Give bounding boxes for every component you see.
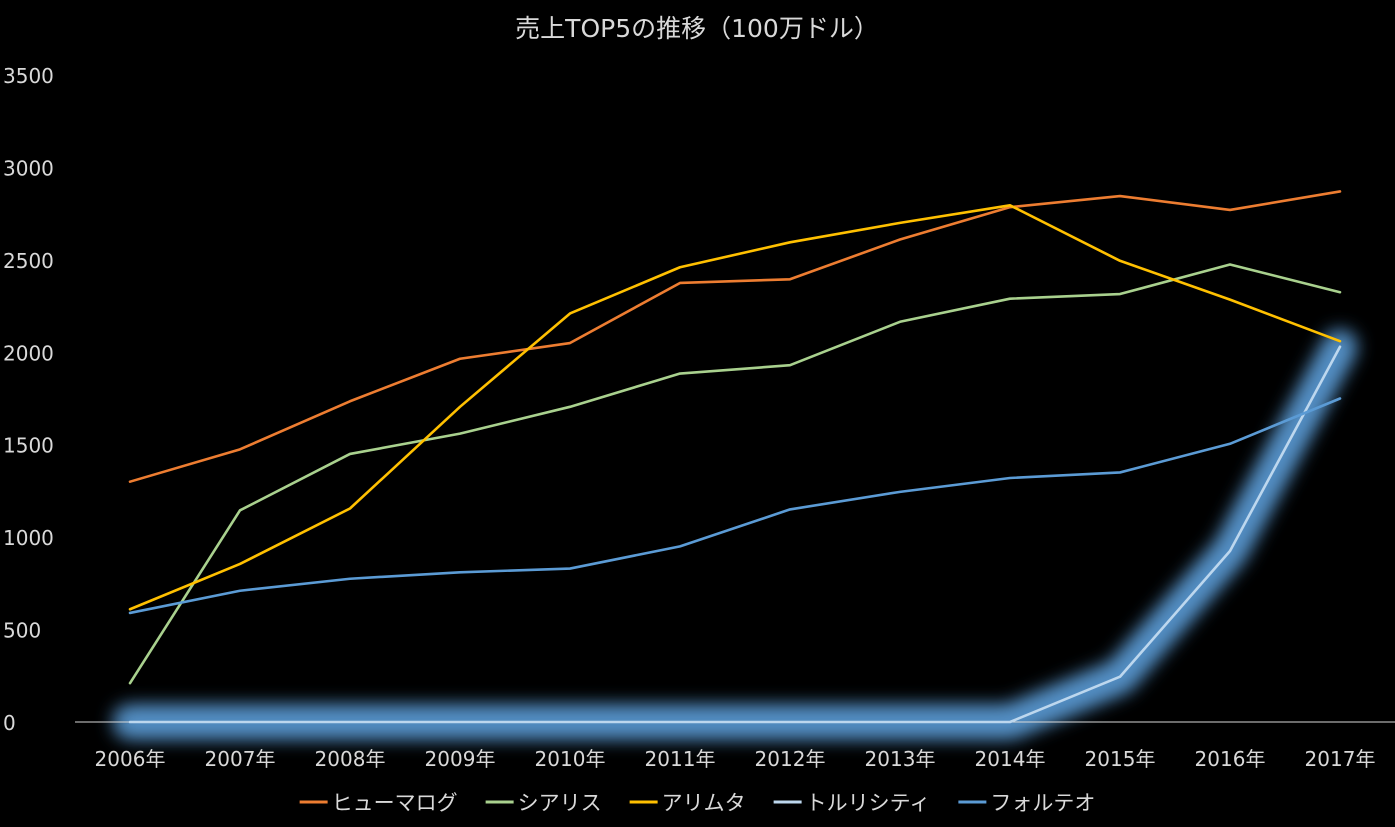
legend-label: シアリス [518,791,602,815]
x-tick-label: 2009年 [425,747,496,771]
x-tick-label: 2016年 [1195,747,1266,771]
chart-title: 売上TOP5の推移（100万ドル） [515,14,879,43]
x-axis-ticks: 2006年 2007年 2008年 2009年 2010年 2011年 2012年 2013年… [95,747,1376,771]
x-tick-label: 2015年 [1085,747,1156,771]
series-glow-core-3 [120,336,1350,732]
legend-label: フォルテオ [990,791,1095,815]
y-tick-label: 3500 [3,64,54,88]
x-tick-label: 2011年 [645,747,716,771]
legend-label: ヒューマログ [332,791,458,815]
y-tick-label: 2500 [3,249,54,273]
y-tick-label: 3000 [3,156,54,180]
x-tick-label: 2008年 [315,747,386,771]
y-axis-ticks: 0 500 1000 1500 2000 2500 3000 3500 [3,64,54,735]
series-line-4 [128,397,1342,615]
series-layer [128,190,1342,724]
series-glow-3 [113,329,1357,739]
series-line-2 [128,204,1342,611]
y-tick-label: 1000 [3,526,54,550]
x-tick-label: 2012年 [755,747,826,771]
legend: ヒューマログ シアリス アリムタ トルリシティ フォルテオ [299,791,1095,815]
x-tick-label: 2007年 [205,747,276,771]
x-tick-label: 2013年 [865,747,936,771]
series-line-1 [128,263,1342,685]
y-tick-label: 500 [3,619,41,643]
y-tick-label: 0 [3,711,16,735]
highlight-glow-layer [113,329,1357,739]
legend-label: トルリシティ [806,791,931,815]
y-tick-label: 1500 [3,434,54,458]
legend-label: アリムタ [662,791,746,815]
series-line-3 [128,345,1342,724]
series-line-0 [128,190,1342,483]
x-tick-label: 2014年 [975,747,1046,771]
x-tick-label: 2017年 [1305,747,1376,771]
x-tick-label: 2006年 [95,747,166,771]
y-tick-label: 2000 [3,341,54,365]
x-tick-label: 2010年 [535,747,606,771]
